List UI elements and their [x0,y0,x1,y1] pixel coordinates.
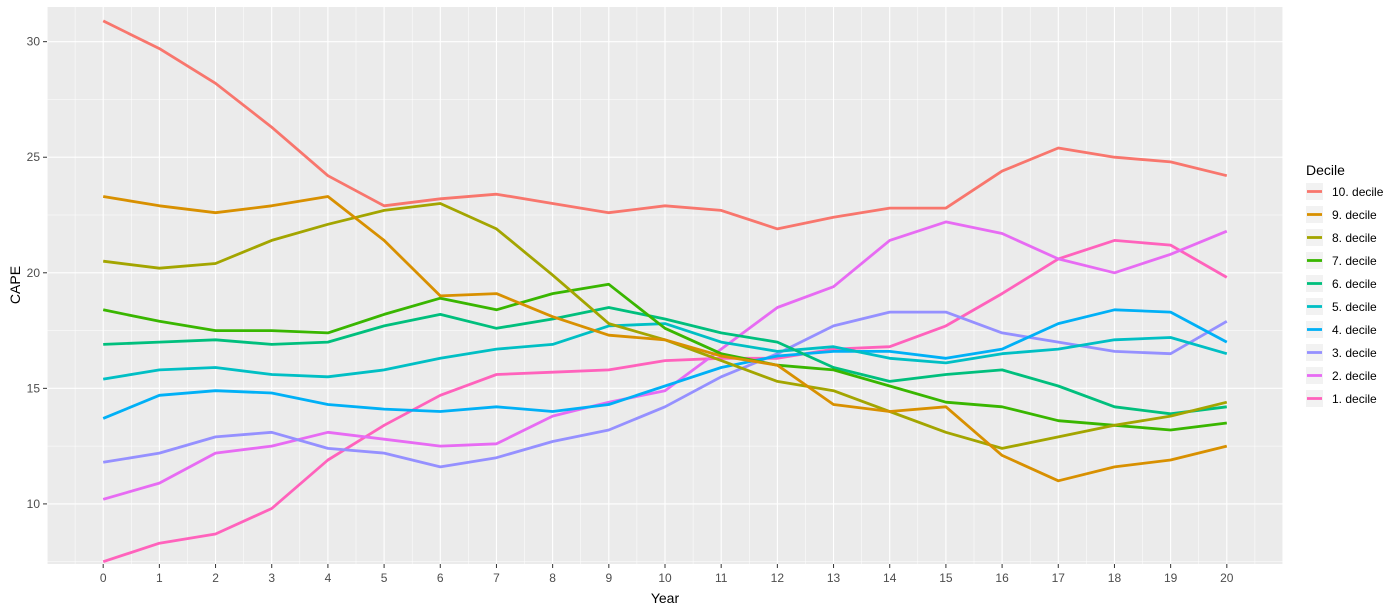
x-tick-label: 19 [1164,571,1178,585]
y-axis-title: CAPE [7,266,23,304]
x-axis-ticks: 0 1 2 3 4 5 6 7 8 9 10 11 12 13 14 15 16 17 18 19 20 [100,564,1234,585]
y-tick-label: 15 [27,381,41,395]
x-tick-label: 6 [437,571,444,585]
legend: Decile 10. decile 9. decile 8. decile 7. de… [1306,162,1384,407]
y-axis-ticks: 10 15 20 25 30 [27,35,47,511]
x-tick-label: 18 [1108,571,1122,585]
legend-item-label: 8. decile [1332,231,1377,245]
x-tick-label: 0 [100,571,107,585]
major-gridlines [46,7,1284,564]
series-line-4-decile [102,308,1228,420]
x-tick-label: 4 [325,571,332,585]
x-tick-label: 10 [658,571,672,585]
legend-items: 10. decile 9. decile 8. decile 7. decile 6. … [1306,183,1384,407]
series-line-3-decile [102,310,1228,469]
x-tick-label: 13 [827,571,841,585]
y-tick-label: 20 [27,266,41,280]
x-tick-label: 14 [883,571,897,585]
legend-item-label: 4. decile [1332,323,1377,337]
legend-item-label: 2. decile [1332,369,1377,383]
legend-item-label: 6. decile [1332,277,1377,291]
x-tick-label: 16 [995,571,1009,585]
series-line-6-decile [103,306,1227,416]
series-line-7-decile [102,282,1227,432]
series-line-5-decile [102,322,1228,381]
x-tick-label: 20 [1220,571,1234,585]
legend-item-label: 5. decile [1332,300,1377,314]
y-tick-label: 25 [27,150,41,164]
legend-item-label: 10. decile [1332,185,1384,199]
x-tick-label: 17 [1052,571,1066,585]
x-tick-label: 1 [156,571,163,585]
x-tick-label: 3 [268,571,275,585]
y-tick-label: 30 [27,35,41,49]
x-tick-label: 15 [939,571,953,585]
x-tick-label: 11 [715,571,728,585]
legend-item-label: 1. decile [1332,392,1377,406]
legend-item-label: 7. decile [1332,254,1377,268]
y-tick-label: 10 [27,497,41,511]
series-lines [102,19,1228,564]
x-tick-label: 5 [381,571,388,585]
series-line-2-decile [102,220,1228,501]
legend-item-label: 9. decile [1332,208,1377,222]
series-line-1-decile [102,238,1228,564]
series-line-9-decile [102,195,1228,483]
series-line-10-decile [102,19,1228,231]
x-axis-title: Year [651,590,680,606]
legend-title: Decile [1306,162,1345,178]
x-tick-label: 8 [549,571,556,585]
x-tick-label: 7 [493,571,500,585]
x-tick-label: 9 [605,571,612,585]
x-tick-label: 12 [771,571,785,585]
legend-item-label: 3. decile [1332,346,1377,360]
minor-gridlines [47,7,1283,564]
x-tick-label: 2 [212,571,219,585]
